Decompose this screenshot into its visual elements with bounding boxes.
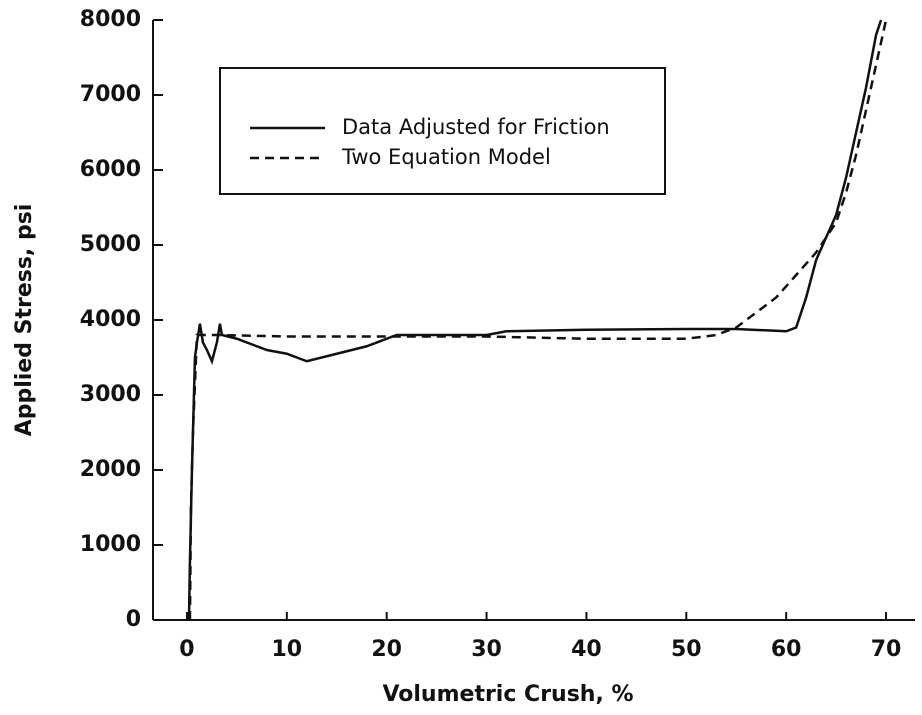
y-tick-label: 2000 <box>80 457 141 482</box>
x-axis-label: Volumetric Crush, % <box>382 682 633 707</box>
legend-box <box>219 67 666 195</box>
x-tick-label: 50 <box>671 637 702 662</box>
data-line <box>187 19 883 621</box>
y-axis-label: Applied Stress, psi <box>12 204 37 437</box>
x-tick-label: 40 <box>571 637 602 662</box>
data-line <box>188 19 888 621</box>
y-tick-label: 3000 <box>80 382 141 407</box>
legend-label: Two Equation Model <box>341 145 551 169</box>
y-tick-label: 6000 <box>80 157 141 182</box>
legend-label: Data Adjusted for Friction <box>342 115 610 139</box>
x-tick-label: 60 <box>771 637 802 662</box>
x-tick-label: 0 <box>179 637 194 662</box>
y-tick-label: 0 <box>126 607 141 632</box>
y-tick-label: 1000 <box>80 532 141 557</box>
y-tick-label: 7000 <box>80 82 141 107</box>
y-tick-label: 5000 <box>80 232 141 257</box>
y-tick-label: 8000 <box>80 7 141 32</box>
x-tick-label: 10 <box>272 637 303 662</box>
y-tick-label: 4000 <box>80 307 141 332</box>
x-tick-label: 20 <box>371 637 402 662</box>
x-tick-label: 70 <box>871 637 902 662</box>
x-tick-label: 30 <box>471 637 502 662</box>
